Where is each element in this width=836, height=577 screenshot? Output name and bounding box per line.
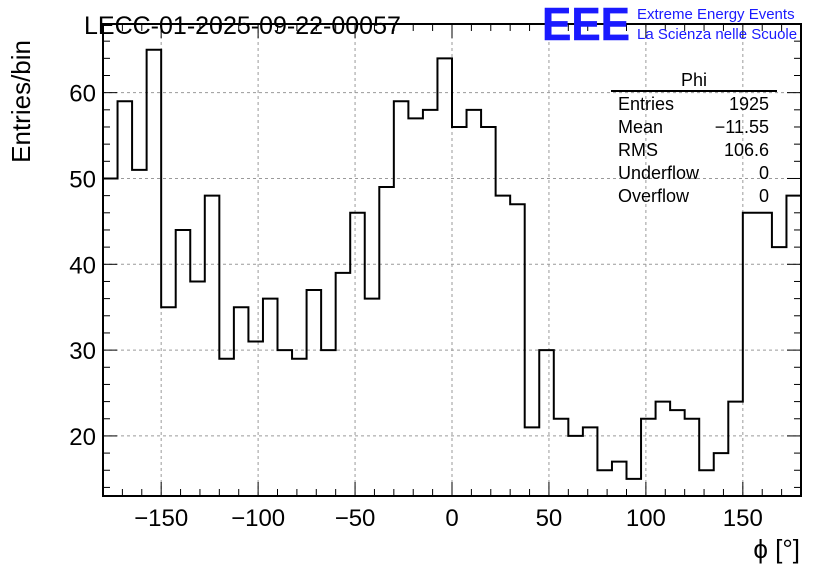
stats-label-overflow: Overflow <box>618 186 690 206</box>
x-tick-label: 0 <box>445 505 458 532</box>
x-tick-label: 100 <box>626 505 666 532</box>
y-tick-label: 20 <box>69 424 96 451</box>
y-tick-label: 60 <box>69 81 96 108</box>
logo-line-2: La Scienza nelle Scuole <box>637 26 797 43</box>
eee-logo: EEE Extreme Energy Events La Scienza nel… <box>542 0 797 50</box>
stats-value-rms: 106.6 <box>724 140 769 160</box>
stats-value-mean: −11.55 <box>715 117 769 137</box>
stats-value-underflow: 0 <box>759 163 769 183</box>
stats-box: Phi Entries 1925 Mean −11.55 RMS 106.6 U… <box>611 70 777 206</box>
stats-value-overflow: 0 <box>759 186 769 206</box>
stats-label-underflow: Underflow <box>618 163 700 183</box>
stats-label-rms: RMS <box>618 140 658 160</box>
chart-title: LECC-01-2025-09-22-00057 <box>84 12 401 40</box>
stats-value-entries: 1925 <box>729 94 769 114</box>
y-tick-label: 50 <box>69 166 96 193</box>
stats-box-title: Phi <box>681 70 707 90</box>
logo-line-1: Extreme Energy Events <box>637 6 795 23</box>
y-axis-label: Entries/bin <box>6 40 36 163</box>
y-tick-label: 40 <box>69 252 96 279</box>
x-tick-labels: −150 −100 −50 0 50 100 150 <box>134 505 763 532</box>
stats-label-mean: Mean <box>618 117 663 137</box>
x-tick-label: 150 <box>723 505 763 532</box>
tick-marks <box>103 23 801 496</box>
x-tick-label: −150 <box>134 505 188 532</box>
y-tick-labels: 20 30 40 50 60 <box>69 81 96 451</box>
y-tick-label: 30 <box>69 338 96 365</box>
histogram-series <box>103 48 802 480</box>
logo-mark: EEE <box>542 0 630 50</box>
x-tick-label: −50 <box>335 505 376 532</box>
x-tick-label: −100 <box>231 505 285 532</box>
stats-label-entries: Entries <box>618 94 674 114</box>
x-tick-label: 50 <box>536 505 563 532</box>
x-axis-label: ϕ [°] <box>753 534 800 564</box>
